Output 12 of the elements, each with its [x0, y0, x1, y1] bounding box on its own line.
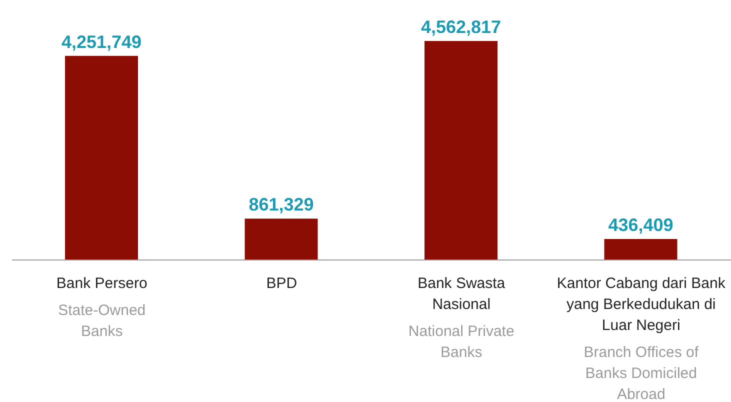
data-label: 436,409: [608, 215, 674, 236]
x-tick-label: Bank Persero State-Owned Banks: [56, 275, 148, 340]
bar: [424, 41, 498, 260]
bar: [604, 239, 678, 260]
x-tick-label: Bank Swasta Nasional National Private Banks: [408, 275, 514, 361]
bar: [65, 56, 138, 260]
data-label: 4,251,749: [61, 32, 142, 52]
x-tick-label: Kantor Cabang dari Bank yang Berkedudukan di Luar Negeri Branch Offices of Banks Domiciled Abroad: [556, 275, 726, 402]
bar: [244, 218, 318, 260]
x-tick-label: BPD: [266, 275, 298, 292]
data-label: 4,562,817: [420, 17, 502, 37]
data-label: 861,329: [248, 194, 314, 215]
